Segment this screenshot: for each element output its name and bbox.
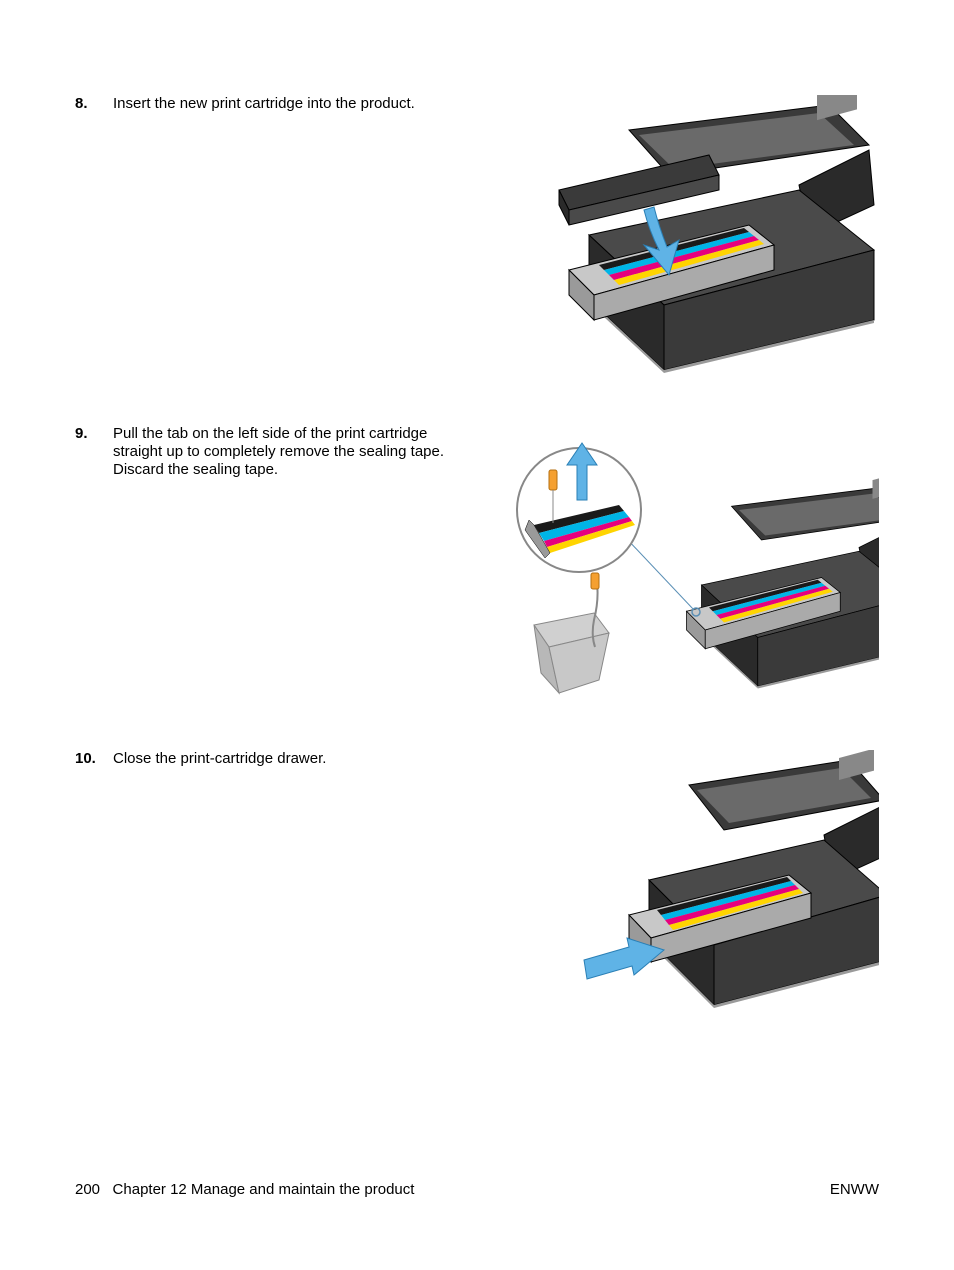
printer-close-illustration — [579, 750, 879, 1015]
step-number: 8. — [75, 95, 113, 112]
step-text: Pull the tab on the left side of the pri… — [113, 425, 480, 479]
step-9: 9. Pull the tab on the left side of the … — [75, 425, 879, 700]
page-content: 8. Insert the new print cartridge into t… — [75, 95, 879, 1015]
step-text: Insert the new print cartridge into the … — [113, 95, 415, 113]
step-8: 8. Insert the new print cartridge into t… — [75, 95, 879, 375]
step-10: 10. Close the print-cartridge drawer. — [75, 750, 879, 1015]
page-number: 200 — [75, 1181, 100, 1198]
step-number: 9. — [75, 425, 113, 442]
printer-insert-illustration — [519, 95, 879, 375]
step-number: 10. — [75, 750, 113, 767]
chapter-label — [104, 1181, 112, 1198]
printer-tape-illustration — [499, 425, 879, 700]
step-text: Close the print-cartridge drawer. — [113, 750, 326, 768]
footer-left: 200 Chapter 12 Manage and maintain the p… — [75, 1181, 414, 1198]
page-footer: 200 Chapter 12 Manage and maintain the p… — [75, 1181, 879, 1198]
footer-lang: ENWW — [830, 1181, 879, 1198]
chapter-title: Chapter 12 Manage and maintain the produ… — [113, 1181, 415, 1198]
